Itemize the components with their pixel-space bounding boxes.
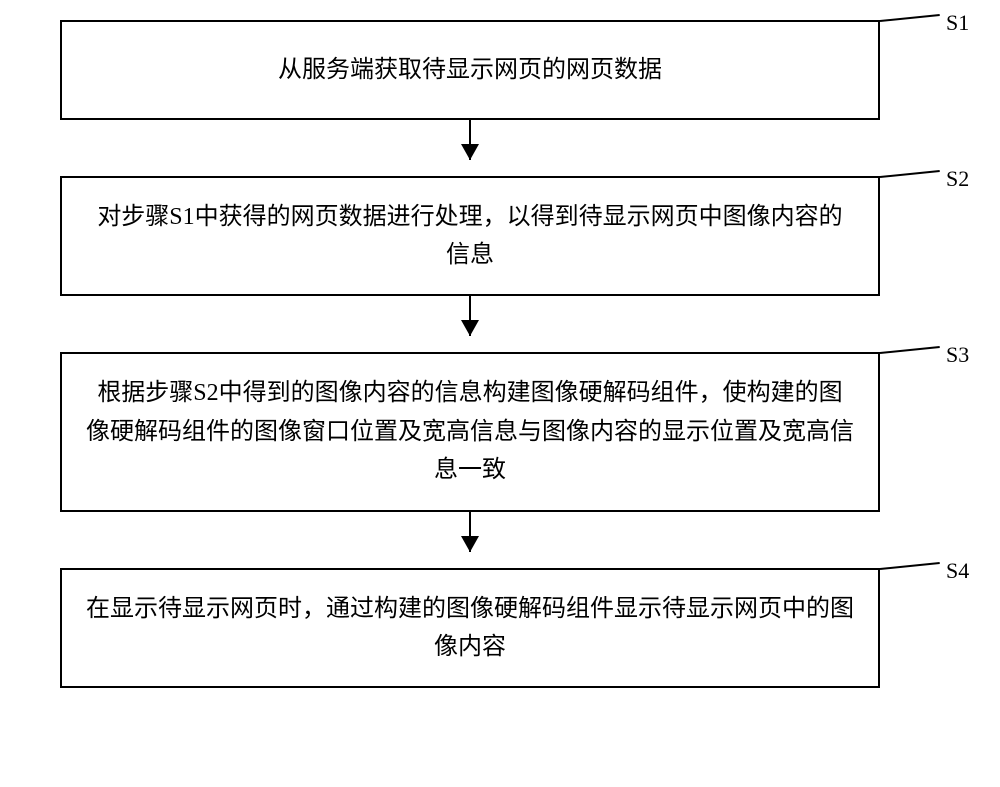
step-label-s3: S3 bbox=[946, 342, 969, 368]
step-box-s2: 对步骤S1中获得的网页数据进行处理，以得到待显示网页中图像内容的信息 bbox=[60, 176, 880, 296]
arrow-head-icon bbox=[461, 144, 479, 160]
arrow-line bbox=[469, 120, 471, 160]
arrow-head-icon bbox=[461, 536, 479, 552]
connector-s2 bbox=[880, 170, 940, 178]
step-box-s3: 根据步骤S2中得到的图像内容的信息构建图像硬解码组件，使构建的图像硬解码组件的图… bbox=[60, 352, 880, 512]
step-box-s1: 从服务端获取待显示网页的网页数据 bbox=[60, 20, 880, 120]
connector-s3 bbox=[880, 346, 940, 354]
arrow-line bbox=[469, 512, 471, 552]
step-text-s3: 根据步骤S2中得到的图像内容的信息构建图像硬解码组件，使构建的图像硬解码组件的图… bbox=[86, 374, 854, 489]
step-text-s1: 从服务端获取待显示网页的网页数据 bbox=[278, 51, 662, 89]
arrow-s3-s4 bbox=[60, 512, 880, 568]
step-label-s2: S2 bbox=[946, 166, 969, 192]
arrow-line bbox=[469, 296, 471, 336]
arrow-s1-s2 bbox=[60, 120, 880, 176]
step-label-s1: S1 bbox=[946, 10, 969, 36]
step-text-s2: 对步骤S1中获得的网页数据进行处理，以得到待显示网页中图像内容的信息 bbox=[86, 198, 854, 275]
arrow-head-icon bbox=[461, 320, 479, 336]
arrow-s2-s3 bbox=[60, 296, 880, 352]
step-box-s4: 在显示待显示网页时，通过构建的图像硬解码组件显示待显示网页中的图像内容 bbox=[60, 568, 880, 688]
connector-s4 bbox=[880, 562, 940, 570]
flowchart-container: 从服务端获取待显示网页的网页数据 对步骤S1中获得的网页数据进行处理，以得到待显… bbox=[60, 20, 880, 708]
connector-s1 bbox=[880, 14, 940, 22]
step-label-s4: S4 bbox=[946, 558, 969, 584]
step-text-s4: 在显示待显示网页时，通过构建的图像硬解码组件显示待显示网页中的图像内容 bbox=[86, 590, 854, 667]
